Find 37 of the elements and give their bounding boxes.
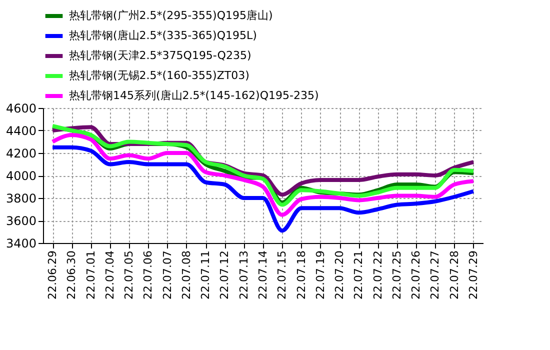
legend-label: 热轧带钢145系列(唐山2.5*(145-162)Q195-235) bbox=[69, 89, 319, 102]
x-tick-label: 22.07.18 bbox=[294, 250, 308, 300]
x-tick-label: 22.07.01 bbox=[84, 250, 98, 300]
x-tick-label: 22.06.30 bbox=[65, 250, 78, 300]
x-tick-label: 22.07.04 bbox=[103, 250, 116, 300]
x-tick-label: 22.07.19 bbox=[314, 250, 327, 300]
x-tick-label: 22.06.29 bbox=[46, 250, 60, 300]
x-tick-label: 22.07.28 bbox=[448, 250, 461, 300]
legend-label: 热轧带钢(广州2.5*(295-355)Q195唐山) bbox=[69, 9, 273, 22]
x-tick-label: 22.07.05 bbox=[122, 250, 136, 300]
line-series bbox=[50, 145, 476, 233]
x-tick-label: 22.07.15 bbox=[276, 250, 289, 300]
x-tick-label: 22.07.25 bbox=[390, 250, 404, 300]
x-tick-label: 22.07.07 bbox=[160, 250, 174, 300]
x-tick-label: 22.07.22 bbox=[371, 250, 384, 300]
y-tick-label: 4600 bbox=[6, 102, 36, 116]
x-tick-label: 22.07.06 bbox=[142, 250, 155, 300]
y-tick-label: 4200 bbox=[6, 146, 36, 160]
y-tick-label: 3800 bbox=[6, 192, 36, 206]
x-tick-label: 22.07.29 bbox=[466, 250, 480, 300]
x-tick-label: 22.07.14 bbox=[256, 250, 270, 300]
x-tick-label: 22.07.13 bbox=[237, 250, 250, 300]
x-tick-label: 22.07.26 bbox=[410, 250, 423, 300]
x-tick-label: 22.07.08 bbox=[180, 250, 193, 300]
y-tick-label: 3400 bbox=[6, 236, 36, 250]
legend-label: 热轧带钢(唐山2.5*(335-365)Q195L) bbox=[69, 29, 257, 42]
x-tick-label: 22.07.12 bbox=[218, 250, 232, 300]
line-series bbox=[50, 133, 476, 217]
x-tick-label: 22.07.21 bbox=[352, 250, 366, 300]
y-tick-label: 4400 bbox=[6, 124, 36, 138]
y-tick-label: 4000 bbox=[6, 169, 36, 183]
y-tick-label: 3600 bbox=[6, 214, 36, 228]
x-tick-label: 22.07.20 bbox=[333, 250, 346, 300]
legend-label: 热轧带钢(无锡2.5*(160-355)ZT03) bbox=[69, 69, 250, 82]
x-tick-label: 22.07.11 bbox=[199, 250, 212, 300]
x-tick-label: 22.07.27 bbox=[428, 250, 442, 300]
legend-label: 热轧带钢(天津2.5*375Q195-Q235) bbox=[69, 49, 252, 62]
